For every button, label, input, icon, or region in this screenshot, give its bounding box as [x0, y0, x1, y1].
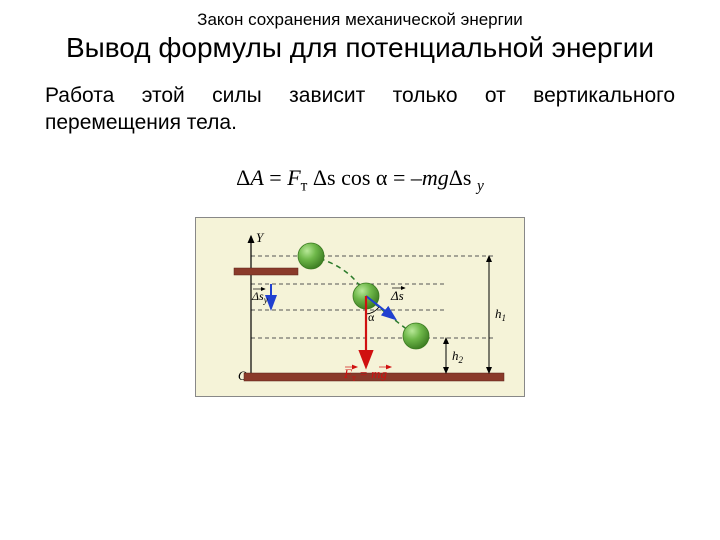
formula: ΔA = Fт Δs cos α = –mgΔs y: [45, 165, 675, 195]
super-title: Закон сохранения механической энергии: [45, 10, 675, 30]
ball-1: [298, 243, 324, 269]
force-label: Fт = mg: [343, 366, 388, 383]
upper-platform: [234, 268, 298, 275]
ds-label: Δs: [390, 288, 404, 303]
page-title: Вывод формулы для потенциальной энергии: [45, 32, 675, 64]
alpha-label: α: [368, 310, 375, 324]
ball-3: [403, 323, 429, 349]
physics-diagram: Y O Δs Δsy: [195, 217, 525, 397]
body-text: Работа этой силы зависит только от верти…: [45, 82, 675, 137]
